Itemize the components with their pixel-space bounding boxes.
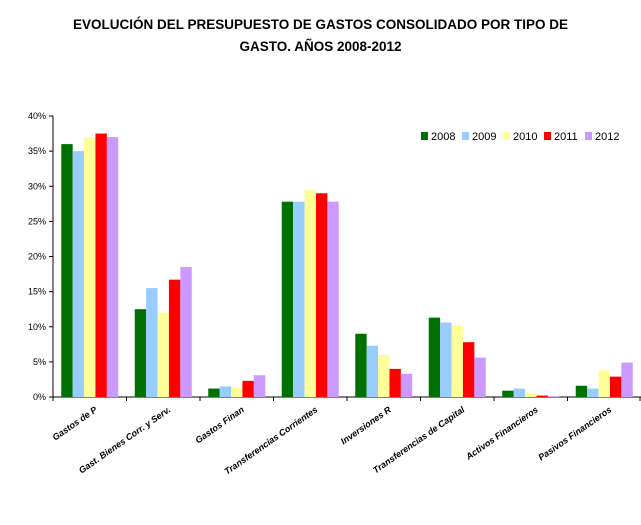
- bar-2012: [474, 357, 486, 397]
- bar-2012: [400, 373, 413, 397]
- bar-2009: [146, 288, 158, 397]
- category-label: Activos Financieros: [463, 404, 540, 462]
- chart-title-line-1: EVOLUCIÓN DEL PRESUPUESTO DE GASTOS CONS…: [72, 17, 569, 32]
- bar-2012: [253, 375, 266, 397]
- bar-2008: [355, 333, 367, 397]
- category-label: Gastos Finan: [193, 404, 246, 445]
- bar-2011: [536, 395, 548, 397]
- bar-2010: [84, 137, 96, 397]
- bar-2008: [428, 317, 441, 397]
- bar-2008: [281, 201, 294, 397]
- legend-label-2012: 2012: [595, 131, 619, 143]
- legend-label-2010: 2010: [513, 131, 537, 143]
- bar-2010: [598, 370, 610, 397]
- bar-2009: [293, 201, 305, 397]
- bar-2008: [502, 390, 514, 397]
- category-label: Inversiones R: [339, 404, 393, 446]
- y-tick-label: 0%: [33, 392, 46, 402]
- bar-2011: [95, 133, 107, 397]
- bar-2011: [609, 376, 622, 397]
- bar-2008: [575, 385, 588, 397]
- chart-title-line-2: GASTO. AÑOS 2008-2012: [239, 39, 402, 54]
- category-label: Gastos de P: [51, 404, 100, 443]
- bar-2010: [304, 189, 316, 397]
- bar-2008: [134, 309, 147, 397]
- bar-2011: [242, 380, 254, 397]
- bar-2009: [513, 388, 526, 397]
- legend-swatch-2009: [462, 132, 469, 140]
- bar-2009: [587, 388, 599, 397]
- bar-2011: [315, 193, 328, 397]
- bar-2010: [525, 392, 537, 397]
- bar-2010: [231, 387, 243, 397]
- bar-2009: [72, 151, 85, 397]
- bar-2008: [61, 144, 73, 397]
- y-tick-label: 35%: [28, 146, 46, 156]
- bar-2009: [219, 386, 232, 397]
- bar-2012: [547, 396, 560, 397]
- bar-2012: [327, 201, 339, 397]
- bar-2008: [208, 388, 220, 397]
- legend-label-2009: 2009: [472, 131, 496, 143]
- legend-label-2008: 2008: [431, 131, 455, 143]
- bar-2009: [366, 345, 379, 397]
- legend-swatch-2011: [544, 132, 551, 140]
- y-tick-label: 30%: [28, 181, 46, 191]
- y-tick-label: 10%: [28, 322, 46, 332]
- bar-2012: [180, 267, 192, 397]
- chart-title: EVOLUCIÓN DEL PRESUPUESTO DE GASTOS CONS…: [0, 14, 641, 58]
- y-tick-label: 25%: [28, 216, 46, 226]
- bars: [61, 133, 633, 397]
- legend-swatch-2012: [585, 132, 592, 140]
- bar-2011: [168, 279, 181, 397]
- bar-2012: [621, 362, 633, 397]
- legend-label-2011: 2011: [554, 131, 578, 143]
- bar-2010: [157, 312, 169, 397]
- bar-2009: [440, 322, 452, 397]
- legend-swatch-2008: [421, 132, 428, 140]
- y-tick-label: 15%: [28, 287, 46, 297]
- bar-2012: [106, 137, 119, 397]
- bar-2010: [378, 354, 390, 397]
- bar-2011: [462, 342, 475, 397]
- legend-swatch-2010: [503, 132, 510, 140]
- category-label: Pasivos Financieros: [536, 404, 613, 462]
- legend: 2008 2009 2010 2011 2012: [421, 131, 619, 143]
- y-tick-label: 40%: [28, 111, 46, 121]
- y-tick-label: 20%: [28, 252, 46, 262]
- y-tick-label: 5%: [33, 357, 46, 367]
- bar-2010: [451, 325, 463, 397]
- bar-2011: [389, 368, 401, 397]
